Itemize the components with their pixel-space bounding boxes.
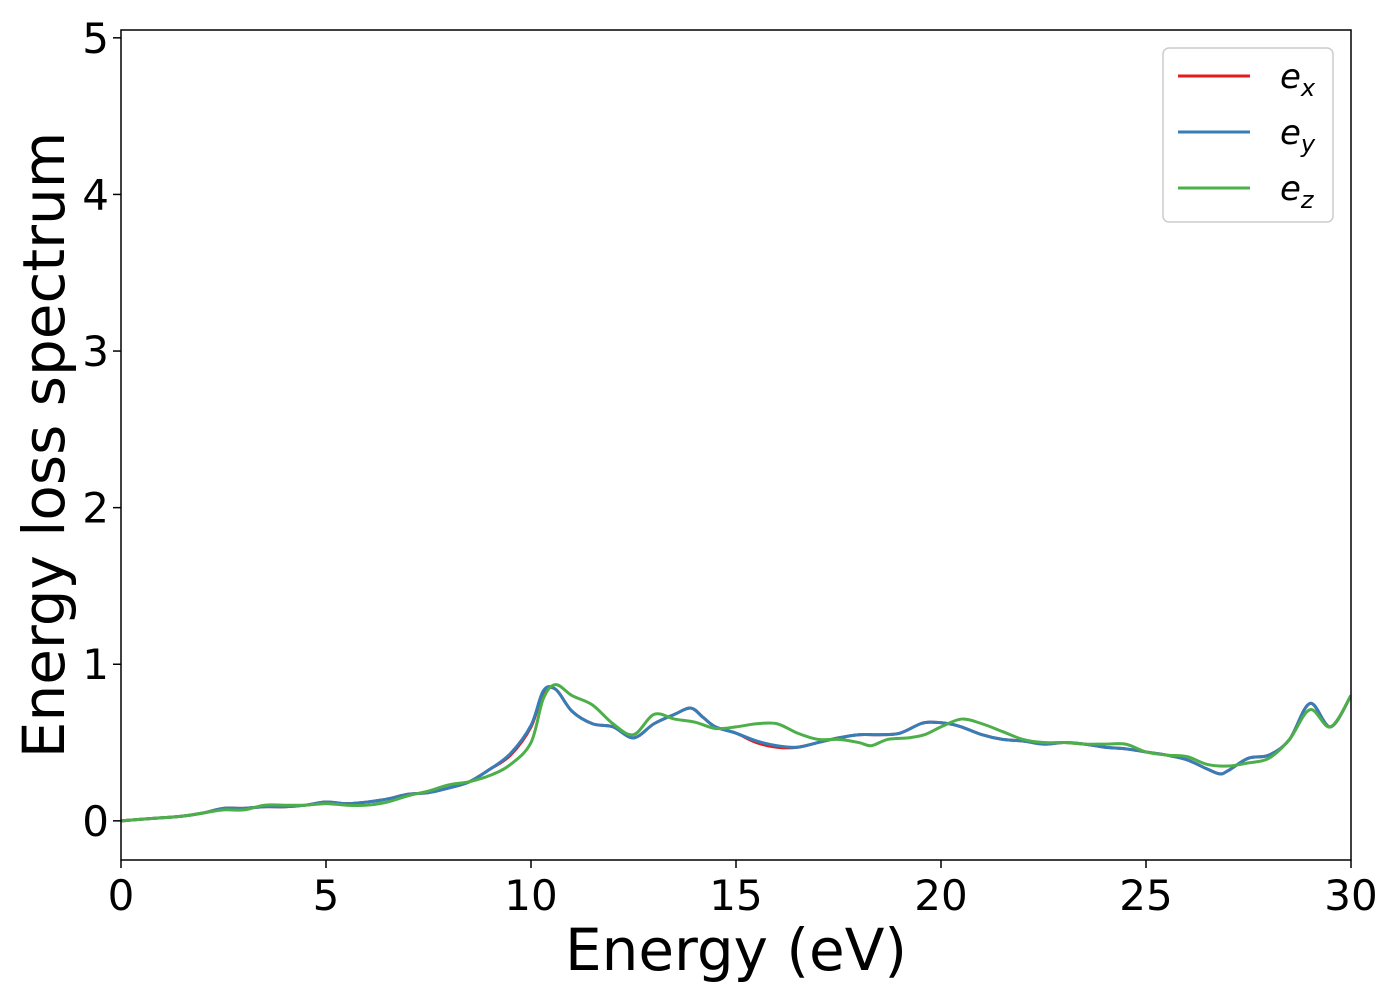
y-axis: 0 1 2 3 4 5 bbox=[82, 14, 121, 846]
x-axis: 0 5 10 15 20 25 30 bbox=[108, 860, 1378, 920]
x-tick-label: 20 bbox=[914, 871, 967, 920]
plot-area bbox=[120, 29, 1352, 861]
y-tick-label: 5 bbox=[82, 14, 109, 63]
y-tick-label: 3 bbox=[82, 327, 109, 376]
x-tick-label: 0 bbox=[108, 871, 135, 920]
x-tick-label: 5 bbox=[313, 871, 340, 920]
legend-label-e-z: ez bbox=[1280, 169, 1315, 214]
y-tick-label: 0 bbox=[82, 797, 109, 846]
y-tick-label: 1 bbox=[82, 640, 109, 689]
x-tick-label: 25 bbox=[1119, 871, 1172, 920]
legend-label-base: e bbox=[1280, 57, 1301, 97]
x-tick-label: 15 bbox=[709, 871, 762, 920]
y-tick-label: 4 bbox=[82, 170, 109, 219]
legend-label-e-x: ex bbox=[1280, 57, 1316, 102]
series-layer bbox=[121, 683, 1351, 823]
x-tick-label: 30 bbox=[1324, 871, 1377, 920]
legend-label-base: e bbox=[1280, 169, 1301, 209]
legend-label-base: e bbox=[1280, 113, 1301, 153]
y-axis-title: Energy loss spectrum bbox=[10, 132, 78, 758]
legend-label-subscript: y bbox=[1300, 130, 1316, 158]
legend-label-subscript: x bbox=[1300, 74, 1316, 102]
legend-box bbox=[1162, 47, 1334, 223]
x-tick-label: 10 bbox=[504, 871, 557, 920]
legend-label-subscript: z bbox=[1300, 186, 1315, 214]
legend-label-e-y: ey bbox=[1280, 113, 1316, 158]
series-line-e-z bbox=[121, 683, 1351, 823]
y-tick-label: 2 bbox=[82, 484, 109, 533]
x-axis-title: Energy (eV) bbox=[565, 916, 907, 984]
